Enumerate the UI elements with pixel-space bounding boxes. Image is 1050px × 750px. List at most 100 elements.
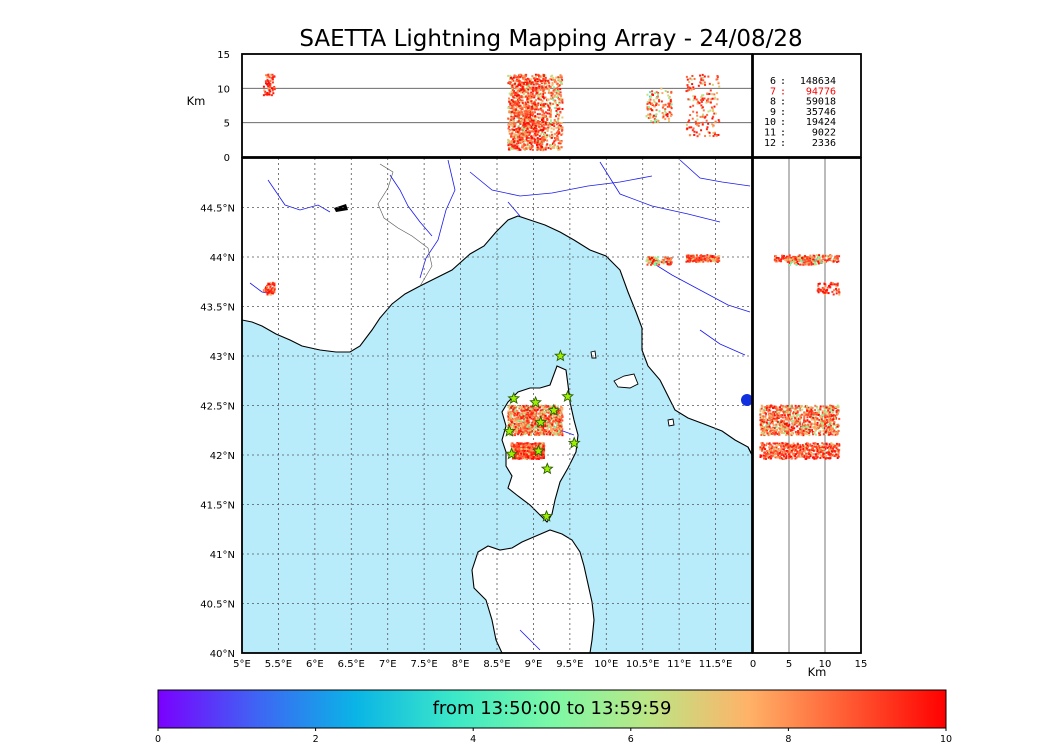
- source-point-side: [812, 416, 815, 419]
- source-point-top: [519, 74, 522, 77]
- source-point: [523, 426, 526, 429]
- edge-marker: [741, 394, 753, 406]
- source-point: [538, 455, 541, 458]
- source-point-side: [825, 418, 828, 421]
- source-point-side: [788, 412, 791, 415]
- source-point-side: [785, 434, 788, 437]
- source-point: [536, 406, 539, 409]
- source-point-side: [786, 449, 789, 452]
- source-point: [514, 417, 517, 420]
- source-point-top: [560, 82, 563, 85]
- source-point-top: [536, 113, 539, 116]
- source-point: [512, 447, 515, 450]
- source-point-side: [767, 456, 770, 459]
- source-point-top: [515, 75, 518, 78]
- source-point-side: [829, 418, 832, 421]
- source-point: [530, 431, 533, 434]
- source-point-side: [775, 418, 778, 421]
- source-point-top: [690, 126, 693, 129]
- source-point-side: [820, 454, 823, 457]
- source-point-side: [797, 405, 800, 408]
- source-point-top: [512, 138, 515, 141]
- source-point-top: [558, 90, 561, 93]
- source-point-top: [523, 128, 526, 131]
- source-point-side: [761, 426, 764, 429]
- source-point-top: [520, 121, 523, 124]
- source-point-top: [525, 126, 528, 129]
- source-point-side: [806, 409, 809, 412]
- source-point-side: [782, 421, 785, 424]
- source-point-side: [803, 421, 806, 424]
- source-point: [523, 447, 526, 450]
- source-point-side: [792, 414, 795, 417]
- source-point-top: [516, 87, 519, 90]
- source-point-top: [700, 77, 703, 80]
- source-point-top: [540, 95, 543, 98]
- source-point-side: [760, 431, 763, 434]
- source-point: [560, 412, 563, 415]
- source-point-side: [774, 426, 777, 429]
- flash-count-value: 2336: [812, 138, 836, 149]
- source-point-side: [803, 406, 806, 409]
- source-point-side: [794, 457, 797, 460]
- source-point-side: [800, 445, 803, 448]
- source-point-top: [661, 111, 664, 114]
- source-point-top: [519, 122, 522, 125]
- source-point-side: [776, 449, 779, 452]
- source-point-top: [549, 125, 552, 128]
- source-point: [715, 259, 718, 262]
- source-point-top: [271, 87, 274, 90]
- source-point-side: [834, 415, 837, 418]
- station-star-icon: [503, 424, 516, 437]
- source-point-top: [649, 116, 652, 119]
- source-point-side: [793, 444, 796, 447]
- source-point-side: [835, 405, 838, 408]
- source-point: [517, 412, 520, 415]
- source-point-top: [559, 125, 562, 128]
- source-point: [647, 258, 650, 261]
- source-point: [549, 424, 552, 427]
- source-point-top: [550, 127, 553, 130]
- source-point-top: [540, 116, 543, 119]
- source-point-top: [515, 108, 518, 111]
- source-point: [531, 443, 534, 446]
- source-point-top: [262, 85, 265, 88]
- source-point-side: [814, 415, 817, 418]
- source-point-side: [804, 445, 807, 448]
- source-point-top: [649, 115, 652, 118]
- source-point: [507, 410, 510, 413]
- source-point: [268, 287, 271, 290]
- source-point: [263, 289, 266, 292]
- land-masses: [242, 158, 752, 653]
- source-point-top: [666, 90, 669, 93]
- source-point: [685, 260, 688, 263]
- source-point: [532, 446, 535, 449]
- source-point-top: [554, 139, 557, 142]
- source-point: [686, 255, 689, 258]
- source-point-top: [707, 131, 710, 134]
- source-point-top: [658, 98, 661, 101]
- source-point-side: [836, 425, 839, 428]
- source-point: [511, 423, 514, 426]
- source-point-top: [524, 87, 527, 90]
- source-point-top: [518, 97, 521, 100]
- source-point: [711, 255, 714, 258]
- source-point-side: [789, 447, 792, 450]
- source-point: [526, 427, 529, 430]
- source-point: [520, 429, 523, 432]
- source-point-side: [834, 433, 837, 436]
- source-point-top: [537, 94, 540, 97]
- source-point-top: [514, 85, 517, 88]
- source-point-side: [778, 433, 781, 436]
- source-point-top: [697, 84, 700, 87]
- source-point-side: [792, 453, 795, 456]
- source-point-side: [788, 428, 791, 431]
- source-point-top: [533, 137, 536, 140]
- source-point-side: [785, 405, 788, 408]
- source-point-side: [801, 451, 804, 454]
- source-point-top: [533, 134, 536, 137]
- flash-count-list: 6:1486347:947768:590189:3574610:1942411:…: [764, 76, 836, 149]
- source-point-top: [695, 122, 698, 125]
- source-point-side: [805, 457, 808, 460]
- source-point-top: [694, 95, 697, 98]
